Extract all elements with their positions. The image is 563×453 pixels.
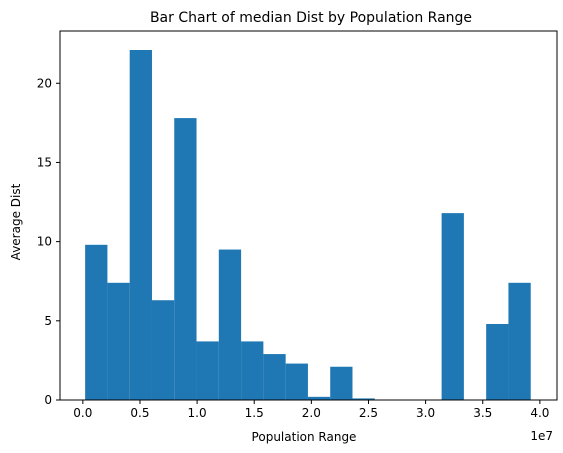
x-tick-label: 2.5 — [359, 406, 378, 420]
bar-10 — [307, 396, 331, 400]
x-tick-label: 3.5 — [473, 406, 492, 420]
bar-14 — [486, 323, 509, 400]
bar-11 — [330, 366, 353, 400]
y-axis-ticks: 0 5 10 15 20 — [37, 76, 60, 407]
x-tick-label: 0.5 — [130, 406, 149, 420]
y-tick-label: 20 — [37, 76, 52, 90]
chart-title: Bar Chart of median Dist by Population R… — [150, 10, 472, 26]
y-axis-label: Average Dist — [9, 183, 23, 260]
x-tick-label: 1.5 — [245, 406, 264, 420]
x-axis-label: Population Range — [252, 430, 357, 444]
bar-6 — [218, 249, 242, 400]
bar-3 — [151, 300, 175, 400]
bar-13 — [441, 213, 464, 400]
plot-frame — [59, 30, 558, 401]
bar-12 — [352, 398, 375, 400]
bar-1 — [107, 282, 130, 400]
y-tick-label: 15 — [37, 155, 52, 169]
bar-8 — [263, 354, 286, 400]
bar-9 — [285, 363, 308, 400]
x-tick-label: 2.0 — [302, 406, 321, 420]
bar-5 — [196, 341, 219, 400]
y-tick-label: 0 — [44, 393, 52, 407]
x-axis-ticks: 0.0 0.5 1.0 1.5 2.0 2.5 3.0 3.5 4.0 — [73, 400, 549, 420]
y-tick-label: 10 — [37, 235, 52, 249]
y-tick-label: 5 — [44, 314, 52, 328]
x-tick-label: 0.0 — [73, 406, 92, 420]
x-tick-label: 1.0 — [188, 406, 207, 420]
bars-group — [85, 50, 531, 401]
x-axis-offset-label: 1e7 — [530, 429, 553, 443]
bar-0 — [85, 244, 108, 400]
x-tick-label: 3.0 — [416, 406, 435, 420]
x-tick-label: 4.0 — [530, 406, 549, 420]
bar-2 — [129, 50, 152, 400]
bar-15 — [508, 282, 531, 400]
bar-4 — [174, 118, 197, 401]
bar-7 — [241, 341, 264, 400]
